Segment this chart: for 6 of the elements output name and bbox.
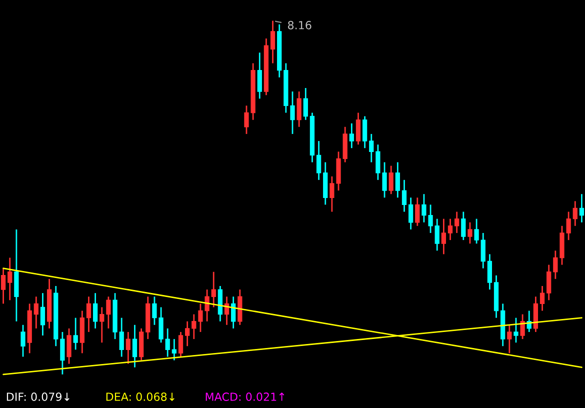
annotation: 8.16 [288,20,312,30]
candlestick [468,222,472,244]
text: DIF: 0.079↓ [6,392,70,401]
text: DEA: 0.068↓ [106,392,174,401]
candlestick [514,317,518,344]
text: MACD: 0.021↑ [206,392,284,401]
